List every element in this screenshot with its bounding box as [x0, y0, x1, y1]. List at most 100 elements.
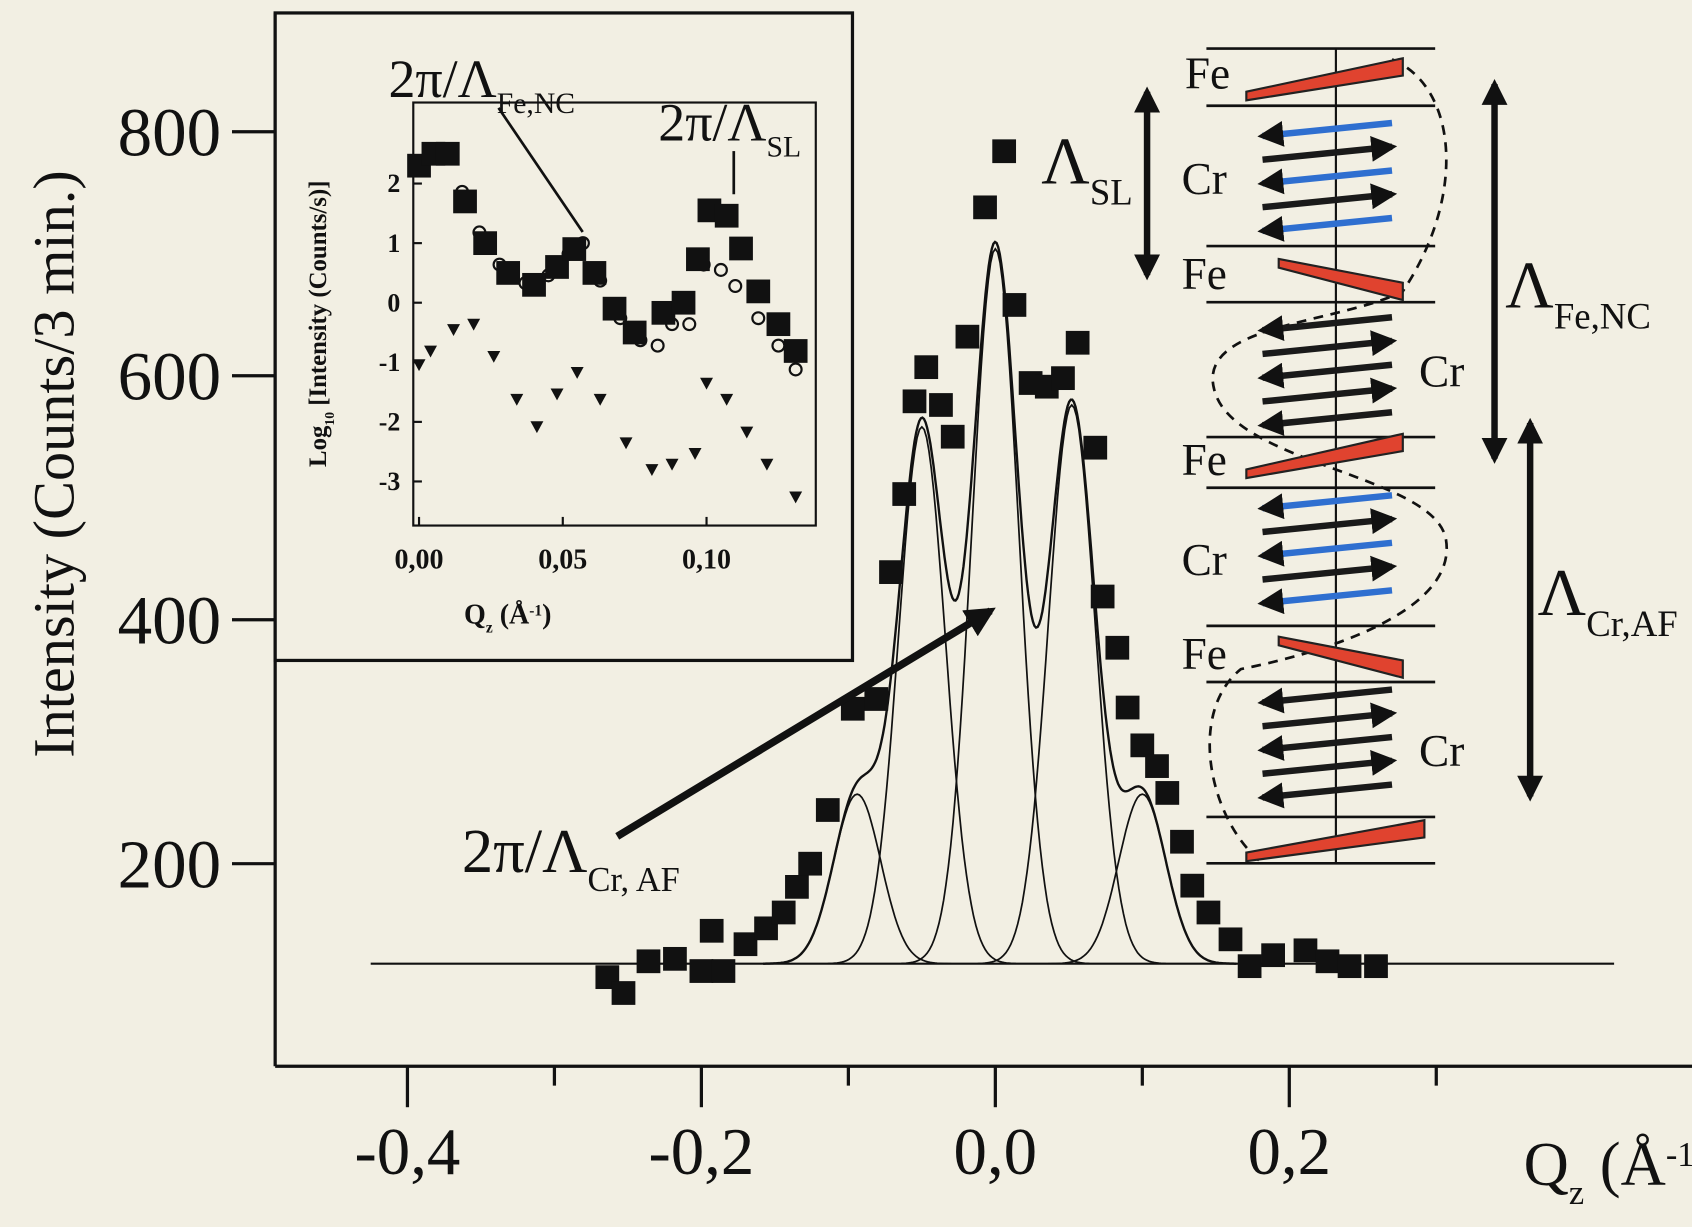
period-label: ΛSL	[1041, 124, 1132, 212]
inset-annotation-part: 2π/Λ	[388, 49, 496, 109]
data-point	[840, 696, 865, 721]
inset-annotation-part: 2π/Λ	[658, 92, 766, 152]
x-axis-label-part: (Å	[1584, 1129, 1666, 1199]
data-point	[1170, 829, 1194, 854]
data-point	[892, 482, 917, 506]
data-point	[699, 918, 724, 943]
data-point	[665, 458, 679, 471]
inset-x-label: Qz (Å-1)	[464, 600, 551, 637]
data-point	[1196, 900, 1221, 925]
cr-moment	[1257, 686, 1393, 714]
data-point	[760, 458, 774, 471]
x-axis-label-part: z	[1569, 1174, 1584, 1212]
data-point	[435, 141, 460, 166]
inset-annotation: 2π/ΛFe,NC	[388, 49, 575, 120]
x-tick-label: 0,0	[954, 1115, 1038, 1189]
data-point	[902, 389, 927, 414]
data-point	[645, 464, 659, 477]
data-point	[929, 393, 953, 417]
data-point	[955, 324, 980, 349]
data-point	[602, 296, 627, 321]
data-point	[611, 981, 636, 1005]
data-point	[940, 424, 965, 449]
data-point	[1293, 938, 1318, 963]
data-point	[651, 300, 676, 325]
layer-label: Cr	[1182, 535, 1227, 585]
fe-moment	[1245, 56, 1404, 102]
data-point	[746, 279, 771, 304]
layer-label: Fe	[1185, 48, 1230, 98]
annotation-arrow	[615, 607, 996, 840]
inset-annotation-part: SL	[767, 131, 802, 163]
cr-moment	[1257, 214, 1393, 242]
inset-x-tick-label: 0,10	[682, 545, 731, 576]
annotation-line	[497, 107, 584, 233]
data-point	[914, 355, 939, 380]
data-point	[688, 448, 702, 460]
inset-y-tick-label: -1	[379, 348, 401, 377]
data-point	[798, 851, 823, 876]
inset-x-label-part: -1	[529, 602, 542, 619]
inset-annotation: 2π/ΛSL	[658, 92, 801, 163]
inset-y-tick-label: 0	[387, 288, 400, 317]
y-tick-label: 800	[118, 93, 222, 170]
data-point	[496, 261, 521, 285]
data-point	[789, 491, 803, 504]
fit-component	[901, 247, 1090, 965]
data-point	[689, 959, 714, 983]
data-point	[740, 426, 754, 439]
fe-moment	[1245, 818, 1426, 863]
annotation-part: 2π/Λ	[462, 816, 588, 886]
period-label-part: SL	[1090, 171, 1133, 212]
inset-y-label-part: [Intensity (Counts/s)]	[305, 181, 332, 412]
data-point	[663, 946, 687, 971]
data-point	[1051, 366, 1075, 391]
fit-component	[827, 425, 1016, 965]
inset-x-label-part: z	[486, 619, 493, 636]
fe-moment	[1277, 257, 1404, 302]
x-tick-label: 0,2	[1247, 1115, 1331, 1189]
data-point	[522, 272, 546, 297]
data-point	[473, 231, 498, 256]
cr-moment	[1262, 135, 1398, 163]
data-point	[879, 560, 903, 584]
data-point	[487, 350, 501, 363]
cr-moment	[1257, 492, 1393, 520]
data-point	[1130, 733, 1155, 758]
data-point	[582, 261, 607, 285]
cr-moment	[1262, 702, 1398, 730]
y-tick-label: 400	[118, 581, 222, 658]
data-point	[729, 236, 753, 261]
layer-label: Fe	[1182, 629, 1227, 679]
x-axis-label-part: Q	[1524, 1129, 1569, 1199]
fit-total	[763, 240, 1237, 965]
cr-moment	[1262, 508, 1398, 536]
cr-moment	[1257, 587, 1393, 615]
data-point	[1364, 954, 1388, 979]
period-label-part: Λ	[1538, 556, 1587, 630]
data-point	[711, 959, 736, 983]
inset-y-tick-label: 2	[387, 169, 400, 198]
cr-moment	[1257, 119, 1393, 147]
data-point	[562, 237, 587, 261]
data-point	[545, 255, 569, 279]
y-tick-label: 200	[118, 825, 222, 902]
data-point	[1105, 635, 1130, 660]
cr-moment	[1257, 361, 1393, 389]
spin-diagram: Fe Cr Fe Cr Fe Cr Fe Cr	[1134, 47, 1544, 865]
inset-x-tick-label: 0,00	[394, 545, 443, 576]
data-point	[733, 932, 758, 957]
data-point	[636, 949, 661, 974]
inset-annotation-part: Fe,NC	[497, 88, 575, 120]
inset-box	[273, 11, 855, 663]
fit-component	[977, 403, 1166, 965]
data-point	[593, 393, 607, 406]
cr-moment	[1262, 183, 1398, 211]
data-point	[1090, 584, 1115, 609]
data-point	[682, 317, 697, 332]
data-point	[992, 139, 1017, 164]
cr-moment	[1257, 167, 1393, 195]
period-label: ΛFe,NC	[1505, 249, 1651, 337]
data-point	[622, 320, 647, 345]
y-tick-label: 600	[118, 337, 222, 414]
